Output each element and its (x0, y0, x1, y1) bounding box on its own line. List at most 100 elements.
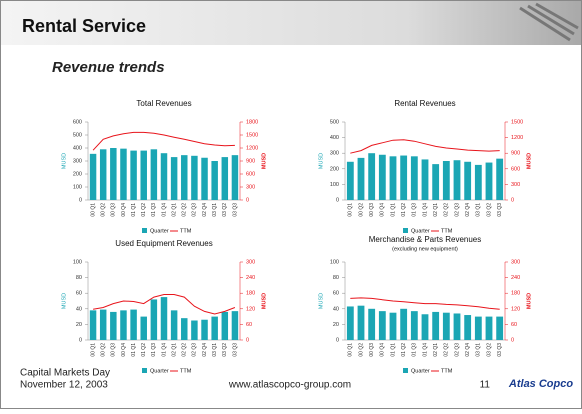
bar (400, 309, 407, 340)
y-tick-label: 400 (73, 145, 82, 151)
x-tick-label: 02 Q1 (171, 343, 177, 357)
bar (191, 156, 197, 200)
bar (347, 306, 354, 340)
chart-title: Merchandise & Parts Revenues (369, 235, 482, 244)
chart-title: Total Revenues (136, 99, 191, 108)
x-tick-label: 00 Q4 (121, 343, 127, 357)
y2-tick-label: 0 (511, 337, 514, 343)
y2-tick-label: 1800 (246, 119, 258, 125)
page: Rental Service Revenue trends Capital Ma… (0, 0, 582, 414)
bar (454, 313, 461, 340)
x-tick-label: 00 Q2 (358, 203, 364, 217)
x-tick-label: 03 Q2 (222, 343, 228, 357)
y2-tick-label: 1500 (511, 119, 523, 125)
y-tick-label: 0 (336, 337, 339, 343)
footer-date: November 12, 2003 (20, 380, 108, 391)
bar (411, 311, 418, 340)
bar (411, 156, 418, 200)
bar (140, 317, 146, 340)
bar (171, 157, 177, 200)
bar (181, 155, 187, 200)
bar (390, 156, 397, 200)
slide-title: Rental Service (22, 16, 146, 36)
bar (379, 311, 386, 340)
bar (211, 161, 217, 200)
bar (100, 310, 106, 340)
x-tick-label: 00 Q3 (369, 343, 375, 357)
x-tick-label: 01 Q2 (401, 203, 407, 217)
x-tick-label: 03 Q3 (232, 343, 238, 357)
x-tick-label: 02 Q2 (182, 343, 188, 357)
x-tick-label: 00 Q1 (348, 343, 354, 357)
y-tick-label: 500 (330, 119, 339, 125)
x-tick-label: 00 Q1 (348, 203, 354, 217)
y2-tick-label: 120 (246, 306, 255, 312)
y2-tick-label: 240 (511, 275, 520, 281)
bar (222, 312, 228, 340)
y-tick-label: 200 (330, 166, 339, 172)
y2-tick-label: 0 (246, 197, 249, 203)
bar (110, 148, 116, 200)
x-tick-label: 00 Q3 (111, 343, 117, 357)
bar (90, 154, 96, 200)
x-tick-label: 03 Q2 (486, 203, 492, 217)
x-tick-label: 02 Q3 (454, 203, 460, 217)
footer-url: www.atlascopco-group.com (228, 380, 351, 391)
legend-swatch (403, 228, 408, 233)
bar (464, 315, 471, 340)
bar (140, 151, 146, 200)
x-tick-label: 02 Q1 (171, 203, 177, 217)
chart-subtitle: (excluding new equipment) (392, 246, 458, 252)
legend-label: TTM (441, 368, 453, 374)
slide: Rental Service Revenue trends Capital Ma… (0, 0, 582, 409)
bar (496, 317, 503, 340)
bar (181, 318, 187, 340)
bar (368, 309, 375, 340)
bar (464, 162, 471, 200)
x-tick-label: 02 Q4 (465, 203, 471, 217)
x-tick-label: 02 Q4 (202, 203, 208, 217)
chart-title: Rental Revenues (394, 99, 455, 108)
y2-axis-label: MUSD (526, 153, 532, 169)
bar (161, 297, 167, 340)
bar (432, 312, 439, 340)
y-axis-label: MUSD (61, 293, 67, 309)
bar (90, 310, 96, 340)
y-axis-label: MUSD (318, 153, 324, 169)
y-axis-label: MUSD (61, 153, 67, 169)
y2-axis-label: MUSD (261, 153, 267, 169)
x-tick-label: 01 Q4 (161, 343, 167, 357)
legend-label: TTM (180, 368, 192, 374)
bar (110, 312, 116, 340)
y-tick-label: 300 (330, 151, 339, 157)
x-tick-label: 00 Q3 (111, 203, 117, 217)
logo: Atlas Copco (508, 378, 573, 390)
bar (358, 158, 365, 200)
legend-label: Quarter (150, 368, 169, 374)
y2-tick-label: 300 (246, 184, 255, 190)
y2-tick-label: 120 (511, 306, 520, 312)
bar (120, 149, 126, 200)
footer-event: Capital Markets Day (20, 368, 110, 379)
legend-swatch (403, 368, 408, 373)
y2-tick-label: 180 (246, 291, 255, 297)
y-tick-label: 80 (76, 275, 82, 281)
bar (454, 160, 461, 200)
bar (211, 317, 217, 340)
x-tick-label: 03 Q3 (497, 343, 503, 357)
bar (222, 157, 228, 200)
y-tick-label: 100 (73, 184, 82, 190)
legend-swatch (142, 228, 147, 233)
x-tick-label: 01 Q1 (131, 343, 137, 357)
x-tick-label: 00 Q4 (380, 203, 386, 217)
y-tick-label: 80 (333, 275, 339, 281)
bar (130, 310, 136, 340)
y-tick-label: 0 (336, 197, 339, 203)
x-tick-label: 01 Q4 (422, 203, 428, 217)
x-tick-label: 01 Q1 (131, 203, 137, 217)
y2-tick-label: 300 (511, 182, 520, 188)
bar (368, 153, 375, 200)
x-tick-label: 00 Q4 (121, 203, 127, 217)
bar (475, 317, 482, 340)
bar (400, 156, 407, 200)
